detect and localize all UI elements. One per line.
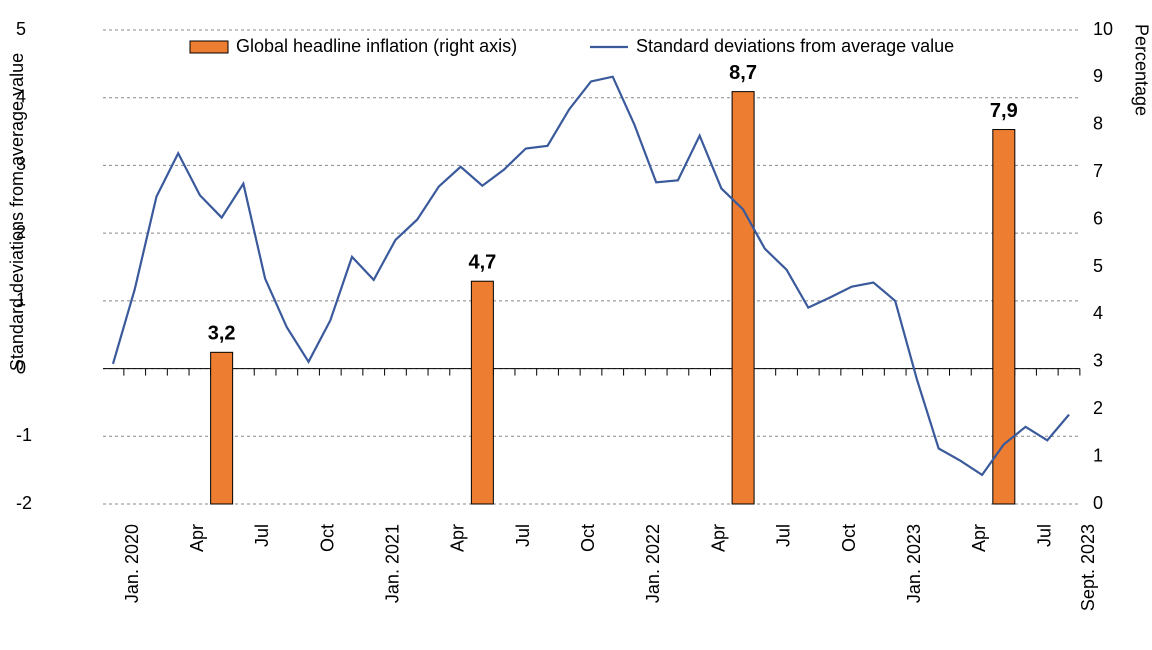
value-label: 8,7 — [729, 62, 757, 84]
y2-axis-label: Percentage — [1131, 24, 1151, 116]
value-label: 7,9 — [990, 100, 1018, 122]
y-tick-label: -1 — [16, 425, 32, 445]
y2-tick-label: 1 — [1093, 445, 1103, 465]
x-tick-label: Sept. 2023 — [1078, 524, 1098, 611]
x-tick-label: Jan. 2021 — [382, 524, 402, 603]
x-tick-label: Jul — [252, 524, 272, 547]
bar — [470, 280, 494, 505]
value-label: 4,7 — [468, 252, 496, 274]
x-tick-label: Jan. 2022 — [643, 524, 663, 603]
bar — [731, 91, 755, 505]
y2-tick-label: 5 — [1093, 256, 1103, 276]
y2-tick-label: 3 — [1093, 351, 1103, 371]
x-tick-label: Jan. 2020 — [122, 524, 142, 603]
x-tick-label: Apr — [969, 524, 989, 552]
value-label: 3,2 — [208, 323, 236, 345]
y-tick-label: 5 — [16, 19, 26, 39]
x-tick-label: Apr — [448, 524, 468, 552]
y2-tick-label: 10 — [1093, 19, 1113, 39]
y2-tick-label: 8 — [1093, 114, 1103, 134]
x-tick-label: Apr — [187, 524, 207, 552]
y-axis-label: Standard deviations from average value — [7, 53, 27, 371]
y-tick-label: 2 — [16, 222, 26, 242]
y2-tick-label: 4 — [1093, 303, 1103, 323]
line — [111, 75, 1070, 477]
x-tick-label: Jul — [513, 524, 533, 547]
y-tick-label: 0 — [16, 357, 26, 377]
y-tick-label: -2 — [16, 493, 32, 513]
x-tick-label: Oct — [578, 524, 598, 552]
x-tick-label: Oct — [839, 524, 859, 552]
x-tick-label: Oct — [317, 524, 337, 552]
y-tick-label: 3 — [16, 154, 26, 174]
x-tick-label: Jul — [774, 524, 794, 547]
bar — [992, 129, 1016, 505]
legend-label: Standard deviations from average value — [636, 36, 954, 56]
y-tick-label: 4 — [16, 86, 26, 106]
legend-label: Global headline inflation (right axis) — [236, 36, 517, 56]
x-tick-label: Apr — [708, 524, 728, 552]
bar — [210, 351, 234, 505]
y2-tick-label: 7 — [1093, 161, 1103, 181]
legend-swatch — [189, 40, 229, 54]
y2-tick-label: 9 — [1093, 66, 1103, 86]
y2-tick-label: 6 — [1093, 208, 1103, 228]
x-tick-label: Jul — [1034, 524, 1054, 547]
y2-tick-label: 2 — [1093, 398, 1103, 418]
y2-tick-label: 0 — [1093, 493, 1103, 513]
y-tick-label: 1 — [16, 290, 26, 310]
x-tick-label: Jan. 2023 — [904, 524, 924, 603]
